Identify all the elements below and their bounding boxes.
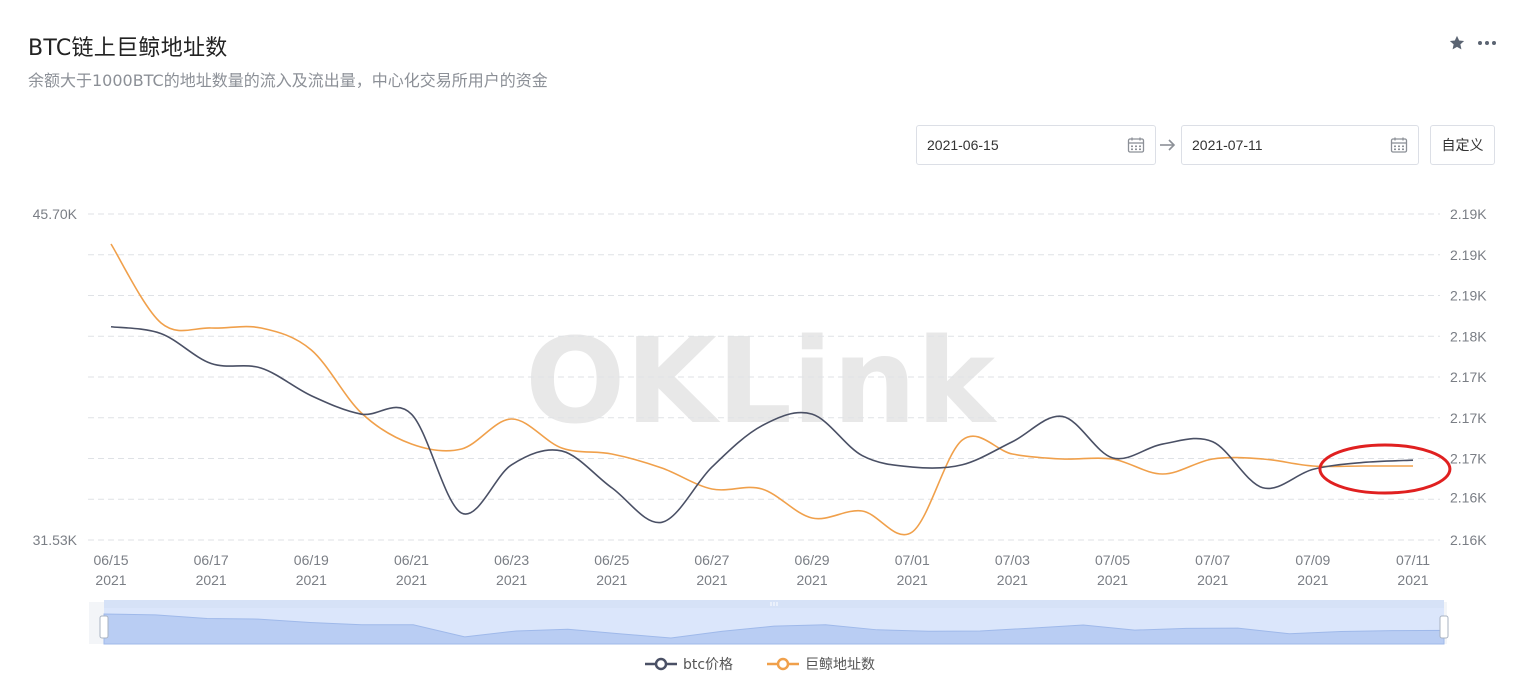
header-actions (1448, 34, 1496, 52)
x-tick-label: 06/17 (194, 552, 229, 568)
calendar-icon[interactable] (1390, 136, 1408, 154)
legend-label-whale: 巨鲸地址数 (805, 657, 876, 673)
legend-item-btc[interactable]: btc价格 (644, 654, 734, 674)
page-subtitle: 余额大于1000BTC的地址数量的流入及流出量，中心化交易所用户的资金 (28, 71, 548, 90)
zoom-slider-preview (103, 613, 1445, 645)
highlight-ellipse (1318, 443, 1452, 495)
x-tick-year: 2021 (1097, 572, 1128, 588)
x-tick-year: 2021 (1197, 572, 1228, 588)
custom-range-button[interactable]: 自定义 (1430, 125, 1495, 165)
end-date-input[interactable]: 2021-07-11 (1181, 125, 1419, 165)
x-tick-year: 2021 (396, 572, 427, 588)
line-chart: OKLink 2.19K 2.19K 2.19K 2.18K 2.17K 2.17K 2.17… (33, 206, 1487, 645)
x-tick-year: 2021 (196, 572, 227, 588)
x-tick-year: 2021 (997, 572, 1028, 588)
y-right-tick-label: 2.17K (1450, 369, 1487, 385)
calendar-icon[interactable] (1127, 136, 1145, 154)
x-tick-year: 2021 (1397, 572, 1428, 588)
x-tick-label: 07/11 (1396, 552, 1430, 568)
x-tick-year: 2021 (496, 572, 527, 588)
x-tick-label: 07/07 (1195, 552, 1230, 568)
x-tick-label: 06/21 (394, 552, 429, 568)
x-tick-label: 07/05 (1095, 552, 1130, 568)
x-tick-label: 06/23 (494, 552, 529, 568)
x-tick-label: 06/15 (93, 552, 128, 568)
x-tick-year: 2021 (796, 572, 827, 588)
legend-line-icon (644, 657, 677, 671)
start-date-value: 2021-06-15 (927, 137, 999, 153)
x-tick-label: 07/03 (995, 552, 1030, 568)
y-right-tick-label: 2.19K (1450, 247, 1487, 263)
series-line-btc (110, 325, 1414, 524)
page-title: BTC链上巨鲸地址数 (28, 36, 228, 61)
x-tick-year: 2021 (596, 572, 627, 588)
zoom-slider-handle[interactable] (99, 615, 109, 639)
y-left-tick-label: 31.53K (33, 532, 78, 548)
series-line-whale (110, 243, 1413, 536)
x-tick-label: 06/29 (795, 552, 830, 568)
more-icon[interactable] (1478, 37, 1496, 49)
y-left-tick-label: 45.70K (33, 206, 78, 222)
y-right-tick-label: 2.18K (1450, 328, 1487, 344)
x-tick-label: 06/27 (694, 552, 729, 568)
x-tick-year: 2021 (696, 572, 727, 588)
x-tick-label: 07/09 (1295, 552, 1330, 568)
y-right-tick-label: 2.17K (1450, 451, 1487, 467)
end-date-value: 2021-07-11 (1192, 137, 1263, 153)
x-tick-year: 2021 (296, 572, 327, 588)
x-tick-year: 2021 (1297, 572, 1328, 588)
y-right-tick-label: 2.16K (1450, 532, 1487, 548)
chart-legend: btc价格 巨鲸地址数 (0, 654, 1520, 674)
watermark-text: OKLink (525, 312, 997, 450)
x-tick-year: 2021 (897, 572, 928, 588)
zoom-slider-handle[interactable] (1439, 615, 1449, 639)
y-right-tick-label: 2.16K (1450, 489, 1487, 505)
x-tick-label: 07/01 (895, 552, 930, 568)
y-right-tick-label: 2.17K (1450, 410, 1487, 426)
legend-line-icon (767, 657, 800, 671)
legend-item-whale[interactable]: 巨鲸地址数 (767, 654, 875, 674)
legend-label-btc: btc价格 (682, 657, 734, 673)
arrow-right-icon (1160, 139, 1176, 151)
y-right-tick-label: 2.19K (1450, 288, 1487, 304)
start-date-input[interactable]: 2021-06-15 (916, 125, 1156, 165)
y-right-tick-label: 2.19K (1450, 206, 1487, 222)
x-tick-label: 06/25 (594, 552, 629, 568)
star-icon[interactable] (1448, 34, 1466, 52)
x-tick-label: 06/19 (294, 552, 329, 568)
x-tick-year: 2021 (95, 572, 126, 588)
